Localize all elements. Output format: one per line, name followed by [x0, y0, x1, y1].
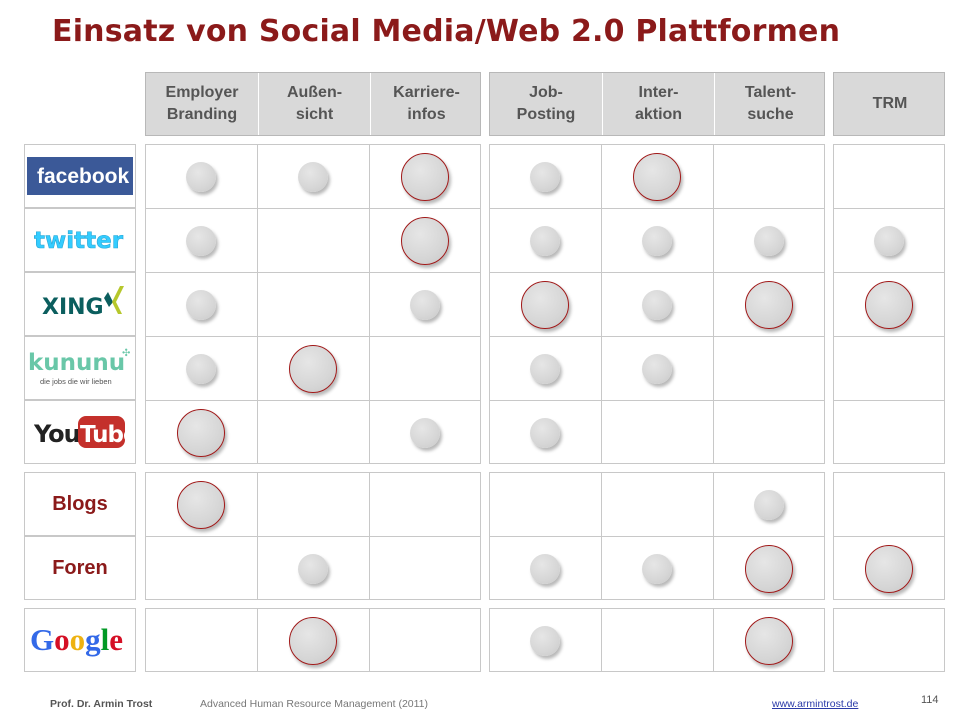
- grid-divider: [833, 536, 945, 537]
- usage-marker-strong: [865, 545, 913, 593]
- usage-marker-strong: [633, 153, 681, 201]
- usage-marker-strong: [177, 409, 225, 457]
- youtube-logo-tube: Tube: [80, 422, 126, 448]
- grid-divider: [713, 144, 714, 464]
- usage-marker: [642, 226, 672, 256]
- grid-divider: [833, 208, 945, 209]
- usage-marker-strong: [289, 345, 337, 393]
- grid-divider: [489, 536, 825, 537]
- column-header: Inter- aktion: [602, 73, 714, 135]
- column-header: Employer Branding: [165, 84, 239, 123]
- usage-marker: [186, 162, 216, 192]
- page-title: Einsatz von Social Media/Web 2.0 Plattfo…: [52, 14, 841, 49]
- row-logo-google: Google: [24, 608, 136, 672]
- google-logo-icon: Google: [28, 620, 132, 660]
- usage-marker: [874, 226, 904, 256]
- grid-divider: [601, 144, 602, 464]
- youtube-logo-icon: YouTube: [34, 412, 126, 452]
- xing-logo-icon: XING: [32, 284, 128, 324]
- twitter-logo-text: twitter: [34, 228, 124, 254]
- grid-divider: [833, 272, 945, 273]
- grid-divider: [145, 400, 481, 401]
- grid-divider: [257, 144, 258, 464]
- grid-divider: [257, 608, 258, 672]
- grid-divider: [489, 336, 825, 337]
- grid-block: [833, 608, 945, 672]
- column-header: Karriere- infos: [370, 73, 482, 135]
- row-logo-youtube: YouTube: [24, 400, 136, 464]
- usage-marker: [410, 290, 440, 320]
- usage-marker: [530, 162, 560, 192]
- grid-divider: [145, 272, 481, 273]
- google-logo-text: Google: [30, 622, 123, 657]
- usage-marker-strong: [289, 617, 337, 665]
- header-group-2: Job- Posting Inter- aktion Talent- suche: [489, 72, 825, 136]
- usage-marker-strong: [745, 617, 793, 665]
- grid-divider: [369, 608, 370, 672]
- row-logo-kununu: kununu die jobs die wir lieben ✣: [24, 336, 136, 400]
- grid-divider: [601, 608, 602, 672]
- grid-divider: [713, 608, 714, 672]
- footer-author: Prof. Dr. Armin Trost: [50, 698, 153, 710]
- usage-marker-strong: [177, 481, 225, 529]
- row-label-blogs: Blogs: [24, 472, 136, 536]
- usage-marker: [530, 626, 560, 656]
- usage-marker: [410, 418, 440, 448]
- usage-marker: [754, 490, 784, 520]
- header-group-3: TRM: [833, 72, 945, 136]
- usage-marker-strong: [745, 545, 793, 593]
- usage-marker: [642, 554, 672, 584]
- header-group-1: Employer Branding Außen- sicht Karriere- i…: [145, 72, 481, 136]
- grid-divider: [489, 400, 825, 401]
- usage-marker: [530, 354, 560, 384]
- column-header: Außen- sicht: [258, 73, 370, 135]
- xing-logo-text: XING: [42, 295, 104, 320]
- usage-marker: [642, 290, 672, 320]
- facebook-logo-text: facebook: [37, 165, 130, 188]
- row-logo-twitter: twitter: [24, 208, 136, 272]
- row-logo-xing: XING: [24, 272, 136, 336]
- kununu-logo-text: kununu: [28, 350, 125, 376]
- grid-divider: [489, 208, 825, 209]
- grid-divider: [145, 536, 481, 537]
- youtube-logo-you: You: [34, 420, 80, 448]
- usage-marker: [530, 554, 560, 584]
- usage-marker: [186, 290, 216, 320]
- svg-text:✣: ✣: [122, 348, 130, 359]
- twitter-logo-icon: twitter: [30, 223, 130, 257]
- usage-marker: [298, 554, 328, 584]
- usage-marker: [754, 226, 784, 256]
- grid-divider: [145, 208, 481, 209]
- footer-course: Advanced Human Resource Management (2011…: [200, 698, 429, 710]
- usage-marker-strong: [521, 281, 569, 329]
- kununu-logo-icon: kununu die jobs die wir lieben ✣: [26, 346, 134, 390]
- usage-marker-strong: [745, 281, 793, 329]
- usage-marker: [642, 354, 672, 384]
- usage-marker: [298, 162, 328, 192]
- usage-marker-strong: [401, 153, 449, 201]
- row-logo-facebook: facebook.: [24, 144, 136, 208]
- grid-divider: [369, 144, 370, 464]
- usage-marker: [186, 354, 216, 384]
- page-number: 114: [921, 694, 939, 706]
- column-header: Talent- suche: [714, 73, 826, 135]
- grid-divider: [145, 336, 481, 337]
- usage-marker: [530, 226, 560, 256]
- grid-divider: [833, 400, 945, 401]
- usage-marker: [530, 418, 560, 448]
- grid-divider: [489, 272, 825, 273]
- usage-marker-strong: [401, 217, 449, 265]
- svg-text:.: .: [124, 170, 128, 186]
- kununu-tagline: die jobs die wir lieben: [40, 377, 112, 386]
- column-header: Job- Posting: [516, 84, 576, 123]
- usage-marker-strong: [865, 281, 913, 329]
- facebook-logo-icon: facebook.: [27, 157, 133, 195]
- row-label-foren: Foren: [24, 536, 136, 600]
- grid-divider: [833, 336, 945, 337]
- column-header: TRM: [872, 95, 908, 112]
- footer-url-link[interactable]: www.armintrost.de: [772, 698, 859, 710]
- usage-marker: [186, 226, 216, 256]
